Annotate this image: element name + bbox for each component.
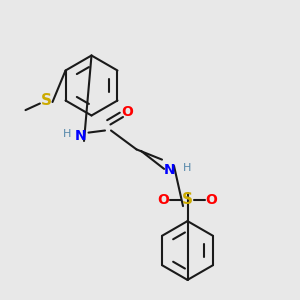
Text: S: S [41,93,52,108]
Text: O: O [206,193,218,206]
Text: O: O [122,106,134,119]
Text: N: N [75,129,87,142]
Text: N: N [164,164,175,177]
Text: H: H [63,129,71,139]
Text: O: O [158,193,169,206]
Text: S: S [182,192,193,207]
Text: H: H [183,163,191,173]
